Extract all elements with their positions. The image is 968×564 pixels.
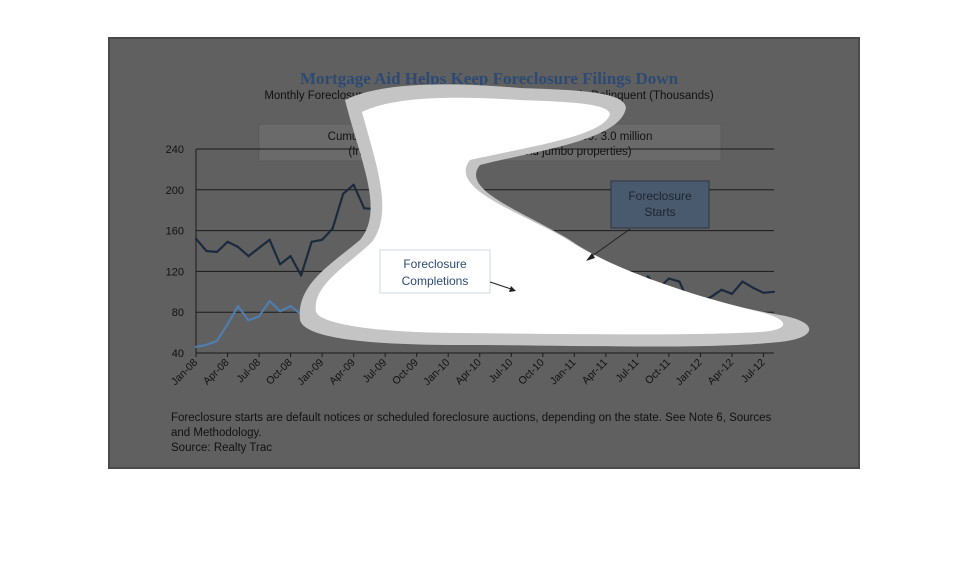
annotation-starts-box bbox=[610, 180, 710, 229]
data-point bbox=[268, 299, 271, 303]
x-tick-label: Jan-10 bbox=[421, 357, 452, 388]
x-tick-label: Oct-10 bbox=[516, 357, 547, 388]
annotation-completions-line-1: Foreclosure bbox=[403, 257, 467, 271]
x-tick-label: Jul-12 bbox=[739, 357, 768, 386]
data-point bbox=[194, 237, 198, 240]
x-tick-label: Jul-11 bbox=[613, 357, 641, 385]
y-axis-ticks: 40 80 120 160 200 240 bbox=[166, 144, 184, 360]
data-point bbox=[730, 292, 734, 295]
annotation-completions-box bbox=[379, 249, 491, 294]
y-tick-label: 160 bbox=[166, 226, 184, 238]
data-point bbox=[646, 275, 650, 278]
data-point bbox=[279, 310, 282, 313]
data-point bbox=[258, 246, 261, 249]
data-point bbox=[258, 315, 261, 318]
data-point bbox=[331, 227, 334, 230]
y-tick-label: 240 bbox=[166, 144, 184, 156]
data-point bbox=[667, 277, 671, 280]
x-tick-label: Jul-09 bbox=[361, 357, 390, 386]
annotation-completions-arrow bbox=[489, 281, 515, 291]
data-point bbox=[289, 255, 292, 258]
data-point bbox=[352, 183, 355, 186]
footnote-source: Source: Realty Trac bbox=[171, 442, 272, 454]
x-tick-label: Jul-10 bbox=[487, 357, 516, 386]
data-point bbox=[236, 305, 240, 308]
data-point bbox=[247, 255, 250, 258]
data-point bbox=[772, 290, 776, 293]
y-tick-label: 40 bbox=[172, 348, 184, 360]
data-point bbox=[289, 305, 292, 308]
data-point bbox=[194, 345, 198, 348]
data-point bbox=[215, 250, 219, 254]
data-point bbox=[720, 288, 723, 291]
y-tick-label: 80 bbox=[172, 307, 184, 319]
x-tick-label: Apr-10 bbox=[453, 357, 484, 388]
data-point bbox=[678, 280, 681, 283]
x-tick-label: Oct-09 bbox=[390, 357, 421, 388]
footnote: Foreclosure starts are default notices o… bbox=[171, 411, 791, 456]
annotation-starts-line-2: Starts bbox=[644, 205, 675, 219]
data-point bbox=[751, 286, 755, 289]
data-point bbox=[300, 274, 303, 277]
chart-title: Mortgage Aid Helps Keep Foreclosure Fili… bbox=[300, 69, 679, 88]
x-tick-label: Jan-11 bbox=[548, 357, 579, 388]
x-tick-label: Jul-08 bbox=[234, 357, 263, 386]
data-point bbox=[342, 192, 345, 195]
annotation-starts-line-1: Foreclosure bbox=[628, 189, 692, 203]
x-tick-label: Jan-09 bbox=[295, 357, 326, 388]
annotation-completions-arrowhead bbox=[509, 286, 516, 292]
x-tick-label: Apr-08 bbox=[201, 357, 232, 388]
x-tick-label: Oct-08 bbox=[264, 357, 295, 388]
data-point bbox=[205, 249, 208, 253]
data-point bbox=[321, 238, 324, 241]
data-point bbox=[226, 240, 229, 243]
annotation-completions-line-2: Completions bbox=[402, 274, 469, 288]
data-point bbox=[762, 291, 765, 294]
x-tick-label: Jan-12 bbox=[673, 357, 704, 388]
x-tick-label: Jan-08 bbox=[169, 357, 200, 388]
data-point bbox=[268, 238, 271, 241]
data-point bbox=[226, 323, 229, 326]
data-point bbox=[215, 339, 219, 342]
annotation-foreclosure-completions: Foreclosure Completions bbox=[379, 249, 516, 294]
data-point bbox=[709, 295, 713, 298]
annotation-starts-arrow bbox=[587, 228, 631, 260]
x-tick-label: Apr-09 bbox=[327, 357, 358, 388]
data-point bbox=[741, 280, 744, 283]
data-point bbox=[310, 240, 313, 243]
annotation-starts-arrowhead bbox=[586, 253, 595, 261]
data-point bbox=[205, 343, 208, 346]
x-tick-label: Apr-11 bbox=[580, 357, 610, 387]
footnote-line-1: Foreclosure starts are default notices o… bbox=[171, 412, 772, 424]
data-point bbox=[247, 319, 250, 322]
y-tick-label: 120 bbox=[166, 266, 184, 278]
x-tick-label: Apr-12 bbox=[705, 357, 736, 388]
footnote-line-2: and Methodology. bbox=[171, 427, 262, 439]
x-tick-label: Oct-11 bbox=[643, 357, 673, 387]
data-point bbox=[363, 207, 366, 210]
x-axis: Jan-08 Apr-08 Jul-08 Oct-08 Jan-09 Apr-09 Jul-… bbox=[169, 353, 768, 388]
data-point bbox=[279, 263, 282, 266]
annotation-foreclosure-starts: Foreclosure Starts bbox=[586, 180, 710, 261]
redaction-blob bbox=[299, 84, 810, 347]
y-tick-label: 200 bbox=[166, 185, 184, 197]
data-point bbox=[236, 245, 240, 248]
